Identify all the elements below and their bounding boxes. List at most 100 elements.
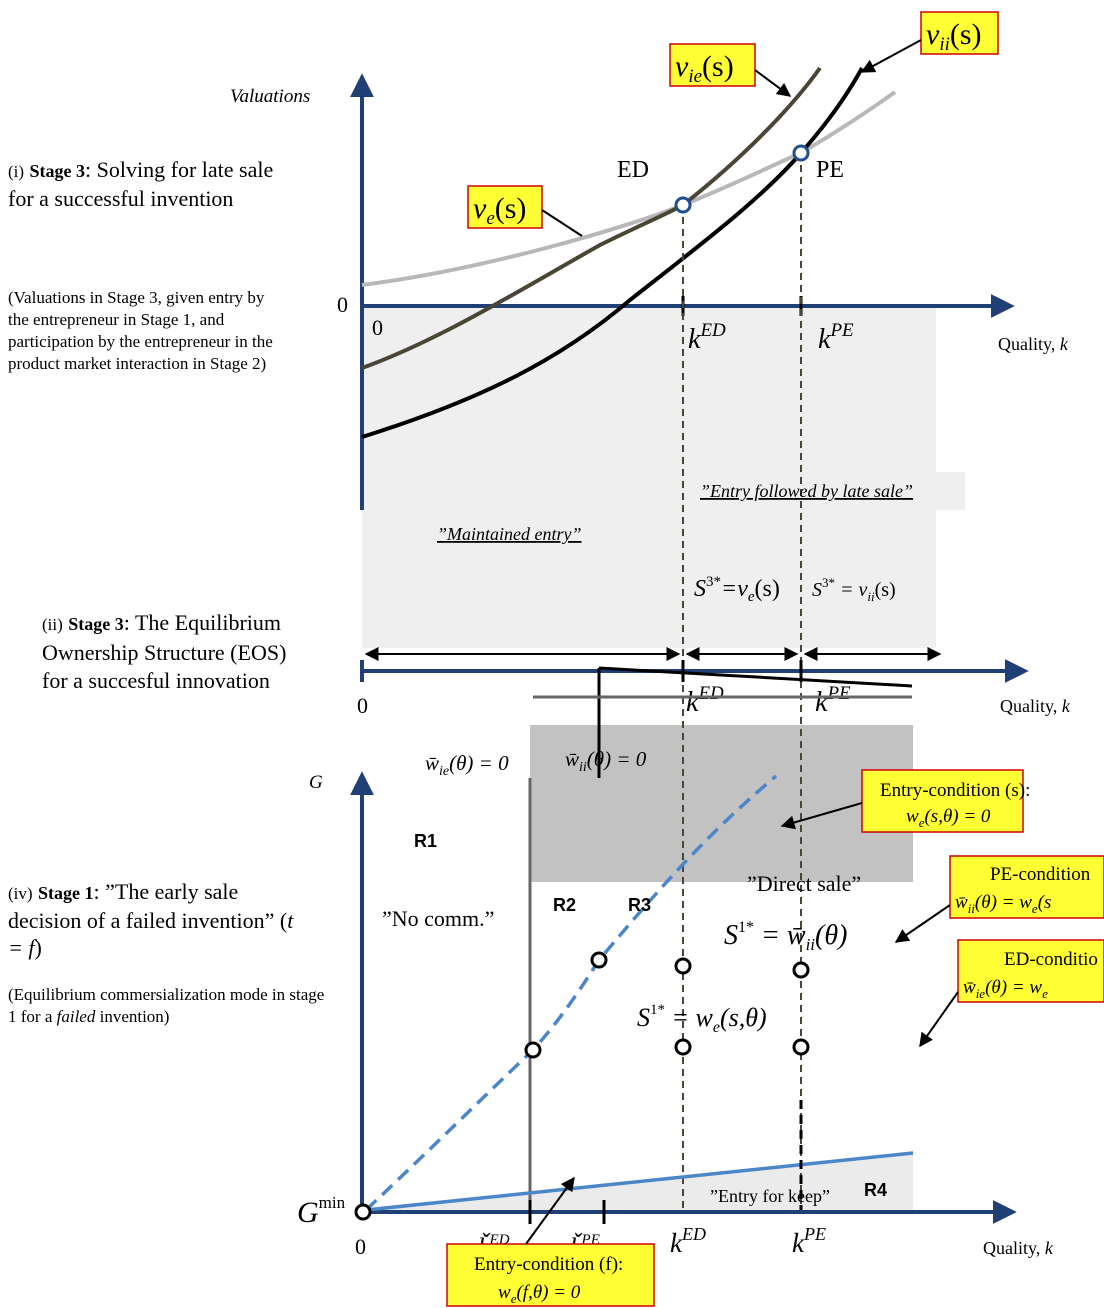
label-vie-arg: (s) <box>702 50 734 83</box>
pointer-vie <box>754 69 792 97</box>
callout-pe-sub2: e <box>1032 901 1038 916</box>
callout-pe-w: w̄ <box>955 892 968 913</box>
panel-ii-k-ed-sup: ED <box>697 683 724 704</box>
panel-i-heading: (i) Stage 3: Solving for late sale for a… <box>8 156 288 212</box>
panel-iv-heading: (iv) Stage 1: ”The early sale decision o… <box>8 878 308 961</box>
s1-bot-arg: (s,θ) <box>720 1003 767 1032</box>
s3-right-sup: 3* <box>822 575 835 590</box>
panel-i-origin-y: 0 <box>337 292 348 317</box>
panel-ii-k-pe-k: k <box>815 687 828 718</box>
wie-w: w̄ <box>425 751 439 775</box>
callout-ed-pointer <box>919 991 959 1048</box>
label-ve-sub: e <box>486 208 494 229</box>
panel-iv-k-pe: kPE <box>792 1224 826 1258</box>
callout-entry-f-args: (f,θ) = 0 <box>516 1282 580 1303</box>
panel-iv-k-pe-k: k <box>792 1228 805 1258</box>
callout-entry-f-w: w <box>498 1282 511 1303</box>
panel-ii-stage: Stage 3 <box>68 614 124 634</box>
pointer-ve <box>541 209 583 237</box>
region-light-r4 <box>530 882 913 1190</box>
s3-left-sup: 3* <box>706 574 721 590</box>
panel-iv-num: (iv) <box>8 884 33 903</box>
panel-i-y-label: Valuations <box>230 86 310 107</box>
s3-left-eq: S3*=ve(s) <box>694 574 780 605</box>
label-ve: ve(s) <box>473 192 526 229</box>
panel-iv-y-label: G <box>309 772 323 793</box>
s1-top-sup: 1* <box>738 919 754 936</box>
panel-iv-end: ) <box>34 935 42 960</box>
label-vie-v: v <box>675 50 689 83</box>
direct-sale-label: ”Direct sale” <box>747 871 861 896</box>
node-ed-lower-pe <box>792 1038 810 1056</box>
s3-left-sub: e <box>748 589 755 605</box>
region-r2: R2 <box>553 895 576 915</box>
label-vii-arg: (s) <box>950 18 982 51</box>
region-dark-lower <box>530 810 913 882</box>
callout-entry-f-sub: e <box>511 1291 517 1306</box>
panel-i-x-label: Quality, k <box>998 334 1069 354</box>
point-pe-label: PE <box>816 157 844 183</box>
panel-ii-k-ed: kED <box>686 683 724 718</box>
no-comm-label: ”No comm.” <box>382 906 494 931</box>
node-pe-upper-ed <box>674 957 692 975</box>
wii-zero-label: w̄ii(θ) = 0 <box>565 747 647 775</box>
callout-ed-mid: (θ) = w <box>985 977 1042 998</box>
panel-i-k-ed-sup: ED <box>699 320 726 341</box>
panel-i-k-pe-sup: PE <box>829 320 854 341</box>
wii-sub: ii <box>579 760 587 775</box>
entry-condition-f-curve <box>365 1151 914 1212</box>
node-pe <box>792 144 810 162</box>
panel-i-origin-x: 0 <box>372 315 383 340</box>
s3-right-rhs: = v <box>835 579 867 601</box>
region-dark-direct-sale <box>530 725 913 810</box>
callout-pe-args: (s <box>1038 892 1052 913</box>
point-ed-label: ED <box>617 157 649 183</box>
s3-left-rhs: =v <box>721 576 748 602</box>
region-light-upper-right <box>683 472 965 510</box>
callout-entry-f-pointer <box>525 1176 575 1245</box>
callout-entry-s-pointer <box>780 802 863 830</box>
s3-right-sub: ii <box>867 589 875 604</box>
panel-ii-origin: 0 <box>357 693 368 718</box>
g-min-label: Gmin <box>297 1193 346 1229</box>
panel-i-k-pe-k: k <box>818 324 831 355</box>
panel-iv-stage: Stage 1 <box>38 883 94 903</box>
pe-condition-line <box>598 666 913 688</box>
wie-zero-label: w̄ie(θ) = 0 <box>425 751 509 779</box>
s1-top-rhs: = w̄ <box>754 920 806 951</box>
s1-bot-s: S <box>637 1003 650 1032</box>
panel-i-k-pe: kPE <box>818 320 854 355</box>
label-ve-v: v <box>473 192 487 225</box>
node-ed <box>674 196 692 214</box>
s3-right-eq: S3* = vii(s) <box>812 575 896 604</box>
label-box-ve <box>467 185 543 229</box>
node-g-min <box>354 1203 372 1221</box>
g-min-sup: min <box>319 1193 346 1212</box>
s1-bot-sub: e <box>713 1019 720 1036</box>
panel-iv-k-ed: kED <box>670 1224 706 1258</box>
node-wii-start <box>590 951 608 969</box>
s1-top-arg: (θ) <box>815 920 847 951</box>
callout-entry-s-title: Entry-condition (s): <box>880 780 1030 801</box>
s1-top-s: S <box>724 920 738 951</box>
panel-i-note: (Valuations in Stage 3, given entry by t… <box>8 288 273 373</box>
panel-iv-note-italic: failed <box>56 1007 96 1026</box>
label-vie: vie(s) <box>675 50 734 87</box>
callout-entry-s-args: (s,θ) = 0 <box>924 806 990 827</box>
label-vii-v: v <box>926 18 940 51</box>
panel-i-title: : Solving for late sale for a successful… <box>8 157 274 211</box>
callout-entry-s-w: w <box>906 806 919 827</box>
region-r4: R4 <box>864 1180 887 1200</box>
callout-entry-s-box <box>861 769 1024 833</box>
panel-i-k-ed: kED <box>688 320 726 355</box>
panel-iv-k-ed-sup: ED <box>681 1224 706 1244</box>
s1-top-eq: S1* = w̄ii(θ) <box>724 919 847 954</box>
panel-i-num: (i) <box>8 162 25 181</box>
panel-iv-title: : ”The early sale decision of a failed i… <box>8 879 288 933</box>
s3-right-arg: (s) <box>875 579 896 601</box>
region-late-sale-label: ”Entry followed by late sale” <box>700 481 913 501</box>
callout-entry-s-eq: we(s,θ) = 0 <box>906 806 991 830</box>
callout-pe-eq: w̄ii(θ) = we(s <box>955 892 1051 916</box>
label-box-vii <box>920 11 999 55</box>
